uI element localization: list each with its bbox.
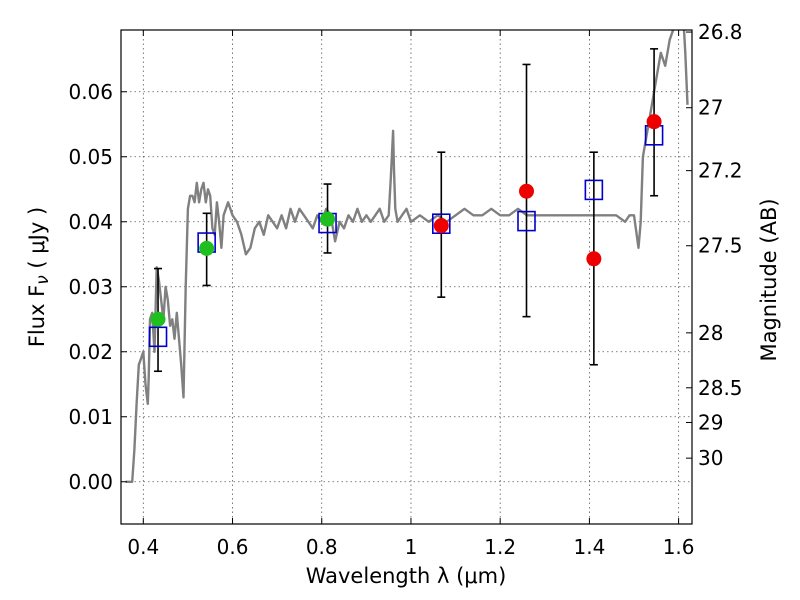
y-tick-label: 0.02: [68, 340, 113, 364]
y-tick-label: 0.04: [68, 210, 113, 234]
right-tick-label: 29: [698, 410, 723, 434]
x-tick-label: 1.4: [573, 535, 605, 559]
y-axis-label: Flux Fν ( μJy ): [25, 207, 53, 347]
model-boxes-layer: [148, 125, 664, 348]
y-tick-label: 0.03: [68, 275, 113, 299]
red-data-point: [433, 218, 449, 234]
data-points-layer: [150, 114, 662, 327]
y-tick-label: 0.01: [68, 405, 113, 429]
green-data-point: [320, 211, 336, 227]
ticks-layer: [121, 30, 692, 524]
y-tick-label: 0.05: [68, 145, 113, 169]
x-axis-label: Wavelength λ (μm): [306, 564, 507, 588]
x-tick-label: 0.8: [306, 535, 338, 559]
right-tick-label: 26.8: [698, 20, 743, 44]
x-tick-label: 0.6: [217, 535, 249, 559]
model-box-marker: [584, 179, 604, 201]
plot-frame: [120, 29, 693, 525]
right-tick-label: 27.5: [698, 234, 743, 258]
red-data-point: [586, 251, 602, 267]
y-tick-label: 0.06: [68, 80, 113, 104]
right-tick-label: 27: [698, 96, 723, 120]
right-tick-label: 28.5: [698, 376, 743, 400]
model-box-marker: [148, 326, 168, 348]
green-data-point: [150, 311, 166, 327]
right-tick-label: 27.2: [698, 159, 743, 183]
x-tick-label: 0.4: [127, 535, 159, 559]
red-data-point: [518, 183, 534, 199]
x-tick-label: 1.2: [484, 535, 516, 559]
right-axis-label: Magnitude (AB): [757, 198, 781, 361]
model-box-marker: [431, 213, 451, 234]
right-tick-label: 30: [698, 446, 723, 470]
x-tick-label: 1.6: [663, 535, 695, 559]
model-box-marker: [517, 210, 536, 232]
y-tick-label: 0.00: [68, 470, 113, 494]
red-data-point: [646, 114, 662, 130]
tick-labels-layer: 0.4 0.6 0.8 1 1.2 1.4 1.6 0.00 0.01 0.02 0.03 0.04 0…: [68, 20, 742, 559]
x-tick-label: 1: [405, 535, 418, 559]
right-tick-label: 28: [698, 321, 723, 345]
green-data-point: [199, 240, 215, 256]
